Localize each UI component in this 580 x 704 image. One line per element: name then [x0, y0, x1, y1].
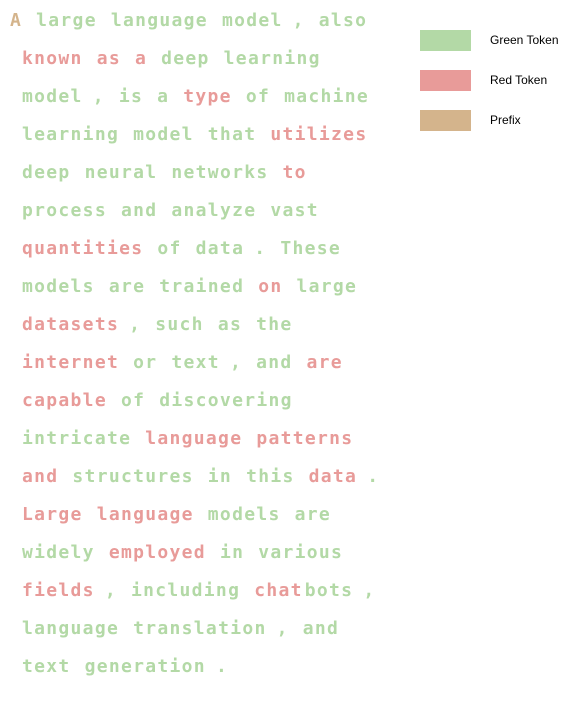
green-token: widely: [22, 542, 95, 563]
prefix-token: A: [10, 10, 23, 31]
green-token: ,: [104, 580, 117, 601]
red-token: known: [22, 48, 83, 69]
red-token: type: [183, 86, 232, 107]
green-token: .: [215, 656, 229, 677]
red-token: chat: [254, 580, 303, 601]
green-token: trained: [159, 276, 245, 297]
green-token-swatch: [420, 30, 471, 51]
green-token: and: [302, 618, 340, 639]
green-token: text: [171, 352, 220, 373]
green-token: vast: [270, 200, 319, 221]
red-token: language: [96, 504, 194, 525]
green-token: process: [22, 200, 107, 221]
green-token: machine: [284, 86, 370, 107]
red-token: employed: [108, 542, 206, 563]
red-token: patterns: [256, 428, 354, 449]
green-token: models: [207, 504, 281, 525]
green-token: language: [110, 10, 208, 31]
green-token: language: [22, 618, 120, 639]
red-token: and: [22, 466, 59, 487]
green-token: the: [256, 314, 293, 335]
green-token: ,: [129, 314, 142, 335]
green-token: large: [296, 276, 358, 297]
red-token: capable: [22, 390, 107, 411]
red-token: datasets: [22, 314, 120, 335]
green-token: a: [157, 86, 170, 107]
green-token: deep: [22, 162, 71, 183]
green-token: .: [367, 466, 380, 487]
red-token: a: [134, 48, 148, 69]
green-token: this: [246, 466, 295, 487]
green-token: translation: [133, 618, 267, 639]
green-token: ,: [92, 86, 105, 107]
green-token: of: [120, 390, 146, 411]
green-token: and: [256, 352, 293, 373]
legend-label-prefix: Prefix: [490, 113, 521, 127]
green-token: .: [254, 238, 267, 259]
green-token: intricate: [22, 428, 132, 449]
green-token: of: [157, 238, 182, 259]
green-token: model: [22, 86, 83, 107]
legend-label-green: Green Token: [490, 33, 559, 47]
red-token-swatch: [420, 70, 471, 91]
red-token: language: [145, 428, 243, 449]
green-token: structures: [72, 466, 194, 487]
green-token: networks: [171, 162, 269, 183]
green-token: are: [294, 504, 332, 525]
red-token: data: [308, 466, 358, 487]
green-token: ,: [292, 10, 305, 31]
green-token: bots: [304, 580, 354, 601]
green-token: deep: [161, 48, 210, 69]
green-token: These: [280, 238, 342, 259]
red-token: utilizes: [270, 124, 368, 145]
red-token: internet: [22, 352, 120, 373]
legend-item-red: Red Token: [420, 70, 575, 92]
red-token: on: [258, 276, 283, 297]
green-token: in: [219, 542, 245, 563]
legend-item-green: Green Token: [420, 30, 575, 52]
green-token: model: [221, 10, 283, 31]
green-token: models: [22, 276, 95, 297]
green-token: large: [36, 10, 97, 31]
green-token: ,: [276, 618, 289, 639]
red-token: as: [96, 48, 121, 69]
legend-label-red: Red Token: [490, 73, 548, 87]
green-token: or: [133, 352, 158, 373]
red-token: quantities: [22, 238, 144, 259]
green-token: analyze: [171, 200, 257, 221]
green-token: are: [108, 276, 146, 297]
green-token: model: [133, 124, 194, 145]
red-token: fields: [22, 580, 95, 601]
green-token: learning: [22, 124, 120, 145]
green-token: generation: [84, 656, 206, 677]
prefix-swatch: [420, 110, 471, 131]
green-token: is: [118, 86, 144, 107]
red-token: Large: [22, 504, 83, 525]
green-token: in: [207, 466, 233, 487]
green-token: also: [318, 10, 368, 31]
green-token: of: [245, 86, 271, 107]
green-token: ,: [363, 580, 376, 601]
green-token: discovering: [159, 390, 293, 411]
green-token: text: [22, 656, 71, 677]
green-token: learning: [223, 48, 321, 69]
legend-item-prefix: Prefix: [420, 110, 575, 132]
green-token: neural: [84, 162, 158, 183]
green-token: ,: [229, 352, 243, 373]
green-token: including: [130, 580, 241, 601]
green-token: that: [207, 124, 257, 145]
red-token: are: [306, 352, 343, 373]
green-token: data: [195, 238, 245, 259]
green-token: and: [120, 200, 158, 221]
red-token: to: [282, 162, 307, 183]
green-token: as: [217, 314, 243, 335]
green-token: various: [258, 542, 344, 563]
green-token: such: [155, 314, 204, 335]
